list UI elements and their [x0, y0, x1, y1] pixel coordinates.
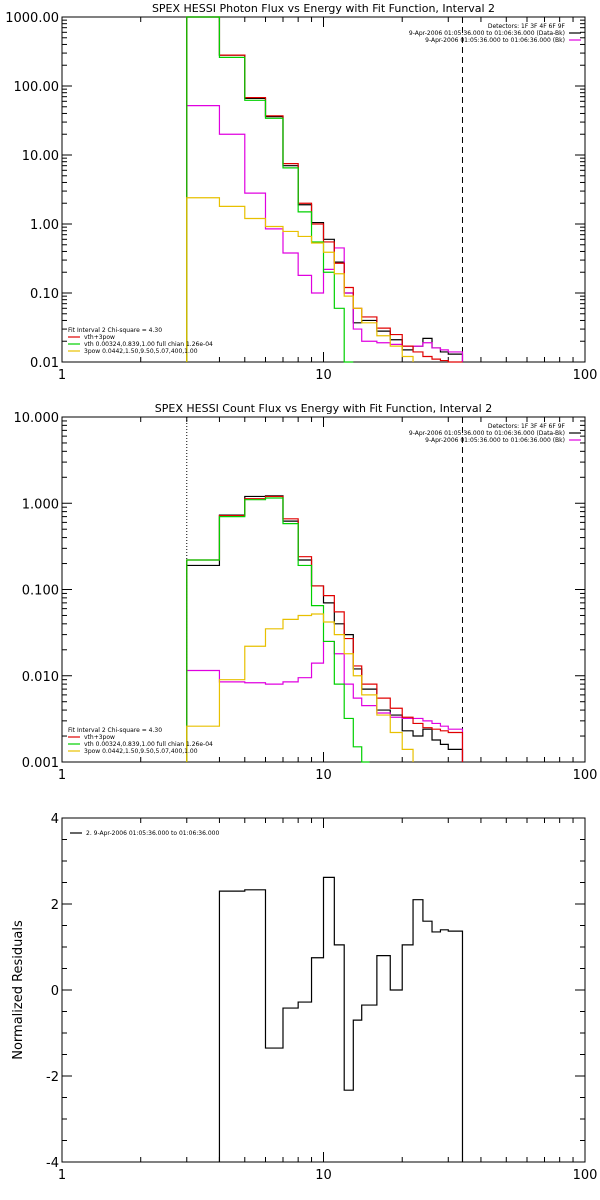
x-tick-label: 1 [58, 768, 66, 783]
legend-title: Fit Interval 2 Chi-square = 4.30 [68, 727, 162, 734]
y-tick-label: -2 [46, 1070, 59, 1085]
x-tick-label: 1 [58, 1168, 66, 1183]
y-tick-label: -4 [46, 1156, 59, 1171]
y-minor-ticks [62, 420, 585, 737]
y-tick-label: 0 [51, 984, 59, 999]
y-tick-label: 0.010 [22, 670, 59, 685]
y-tick-label: 10.000 [14, 411, 60, 426]
legend-entry: 2. 9-Apr-2006 01:05:36.000 to 01:06:36.0… [86, 830, 219, 837]
y-tick-label: 100.00 [14, 80, 60, 95]
y-tick-label: 0.001 [22, 756, 59, 771]
y-tick-label: 0.01 [30, 356, 59, 371]
chart-panel-3: 1 10 100 -4 -2 0 2 4 Normalized Residuals 2. 9-Ap… [11, 812, 597, 1183]
y-tick-label: 0.10 [30, 287, 59, 302]
legend-entry: vth+3pow [84, 334, 115, 341]
data-step-series-1 [186, 16, 464, 362]
data-step-series-2 [186, 104, 464, 362]
fit-step-series-2 [186, 497, 370, 763]
x-minor-ticks [140, 818, 574, 1162]
x-tick-label: 10 [315, 768, 332, 783]
y-tick-label: 4 [51, 812, 59, 827]
y-tick-label: 10.00 [22, 149, 59, 164]
header-line: Detectors: 1F 3F 4F 6F 9F [488, 423, 566, 430]
legend-entry: vth 0.00324,0.839,1.00 full chian 1.26e-… [84, 741, 213, 748]
x-minor-ticks [140, 17, 574, 362]
legend-entry: 3pow 0.0442,1.50,9.50,5.07,400,1.00 [84, 348, 198, 355]
header-line: 9-Apr-2006 01:05:36.000 to 01:06:36.000 … [425, 437, 565, 444]
y-tick-label: 2 [51, 898, 59, 913]
data-step-series-2 [186, 640, 464, 762]
fit-step-series-1 [218, 876, 464, 1162]
x-tick-label: 100 [573, 768, 598, 783]
y-minor-ticks [62, 19, 585, 342]
data-step-series-1 [186, 495, 464, 762]
header-line: 9-Apr-2006 01:05:36.000 to 01:06:36.000 … [409, 430, 565, 437]
chart-panel-2: SPEX HESSI Count Flux vs Energy with Fit… [14, 402, 598, 783]
x-tick-label: 100 [573, 1168, 598, 1183]
legend-entry: vth 0.00324,0.839,1.00 full chian 1.26e-… [84, 341, 213, 348]
fit-step-series-3 [186, 613, 414, 762]
legend-entry: vth+3pow [84, 734, 115, 741]
legend-title: Fit Interval 2 Chi-square = 4.30 [68, 327, 162, 334]
y-tick-label: 0.100 [22, 584, 59, 599]
x-tick-label: 10 [315, 1168, 332, 1183]
y-axis-label: Normalized Residuals [11, 920, 26, 1060]
legend-entry: 3pow 0.0442,1.50,9.50,5.07,400,1.00 [84, 748, 198, 755]
x-tick-label: 1 [58, 368, 66, 383]
y-tick-label: 1000.00 [5, 11, 59, 26]
header-line: 9-Apr-2006 01:05:36.000 to 01:06:36.000 … [409, 30, 565, 37]
fit-step-series-3 [186, 197, 414, 362]
chart-title: SPEX HESSI Count Flux vs Energy with Fit… [155, 402, 492, 415]
header-line: 9-Apr-2006 01:05:36.000 to 01:06:36.000 … [425, 37, 565, 44]
plot-frame [61, 16, 586, 363]
fit-step-series-1 [186, 495, 464, 762]
y-tick-label: 1.00 [30, 218, 59, 233]
fit-step-series-2 [186, 16, 354, 363]
x-tick-label: 100 [573, 368, 598, 383]
y-tick-label: 1.000 [22, 497, 59, 512]
chart-panel-1: SPEX HESSI Photon Flux vs Energy with Fi… [5, 2, 597, 383]
x-tick-label: 10 [315, 368, 332, 383]
x-minor-ticks [140, 417, 574, 762]
header-line: Detectors: 1F 3F 4F 6F 9F [488, 23, 566, 30]
fit-step-series-1 [186, 16, 463, 363]
chart-title: SPEX HESSI Photon Flux vs Energy with Fi… [152, 2, 495, 15]
y-minor-ticks [62, 817, 585, 1163]
plot-frame [61, 817, 586, 1163]
